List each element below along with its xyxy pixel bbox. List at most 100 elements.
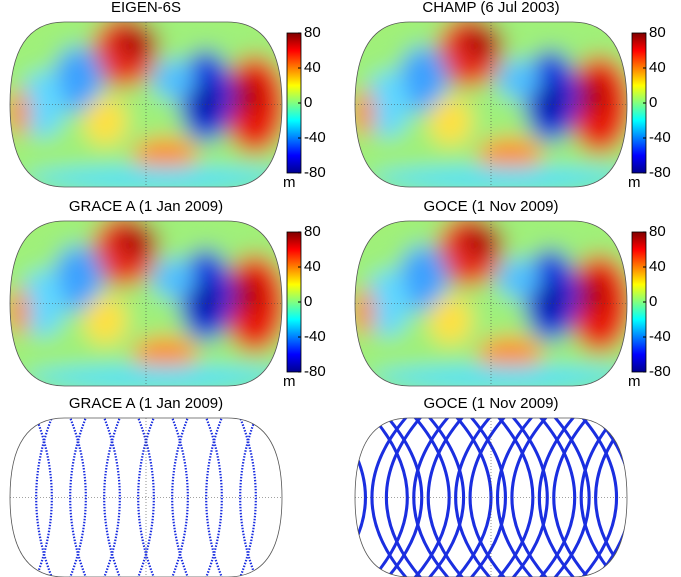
map-outline — [9, 21, 283, 188]
orbit-track — [537, 418, 576, 577]
panel-title: EIGEN-6S — [111, 0, 181, 16]
field-blob — [428, 96, 472, 146]
map-outline — [9, 417, 283, 577]
field-blob — [578, 278, 606, 312]
field-blob — [83, 295, 127, 345]
field-blob — [132, 336, 198, 370]
colorbar-unit: m — [628, 373, 641, 390]
panel-title: GOCE (1 Nov 2009) — [423, 395, 558, 412]
field — [10, 221, 282, 386]
field-blob — [398, 46, 448, 113]
panel-title: CHAMP (6 Jul 2003) — [422, 0, 559, 16]
field-blob — [368, 366, 627, 386]
colorbar-tick-label: -40 — [304, 328, 326, 345]
colorbar-tick-label: 0 — [304, 293, 312, 310]
map — [355, 22, 627, 187]
colorbar-tick-label: -80 — [304, 363, 326, 380]
panel-title: GRACE A (1 Jan 2009) — [69, 395, 223, 412]
field-blob — [53, 245, 103, 312]
field-blob — [233, 79, 261, 113]
field-blob — [151, 258, 195, 299]
panel: GRACE A (1 Jan 2009) 80 40 0 -40 -80 m — [9, 198, 326, 390]
panel: GOCE (1 Nov 2009) — [354, 395, 628, 577]
colorbar-tick-label: -40 — [649, 328, 671, 345]
panel: EIGEN-6S 80 40 0 -40 -80 m — [9, 0, 326, 191]
field-blob — [194, 81, 217, 121]
field-blob — [477, 336, 543, 370]
map-outline — [354, 220, 628, 387]
colorbar-tick-label: 80 — [649, 223, 666, 240]
field-blob — [116, 224, 160, 258]
panel: GRACE A (1 Jan 2009) — [9, 395, 283, 577]
field-blob — [20, 71, 65, 138]
field-blob — [398, 245, 448, 312]
colorbar-tick-label: 0 — [304, 94, 312, 111]
field-blob — [151, 59, 195, 100]
colorbar-unit: m — [283, 174, 296, 191]
colorbar-tick-label: -40 — [304, 129, 326, 146]
field-blob — [461, 25, 505, 59]
map — [10, 22, 282, 187]
orbit-track — [426, 418, 465, 577]
orbit-track — [370, 418, 409, 577]
panel: CHAMP (6 Jul 2003) 80 40 0 -40 -80 m — [354, 0, 671, 191]
orbit-track — [370, 418, 409, 577]
orbit-track — [594, 418, 627, 577]
orbit-track — [468, 418, 507, 577]
colorbar-tick-label: 80 — [304, 24, 321, 41]
field-blob — [10, 88, 30, 138]
field-blob — [461, 224, 505, 258]
orbit-track — [579, 418, 618, 577]
panel-title: GOCE (1 Nov 2009) — [423, 198, 558, 215]
colorbar-unit: m — [283, 373, 296, 390]
field-blob — [194, 280, 217, 321]
colorbar-tick-label: 40 — [649, 59, 666, 76]
orbit-track — [412, 418, 451, 577]
map — [355, 221, 627, 386]
field-blob — [83, 96, 127, 146]
field-blob — [365, 71, 410, 138]
field-blob — [23, 366, 282, 386]
orbit-track — [552, 418, 591, 577]
orbit-track — [510, 418, 549, 577]
colorbar-tick-label: 80 — [649, 24, 666, 41]
map — [355, 418, 627, 577]
field-blob — [132, 137, 198, 171]
colorbar-tick-label: 40 — [304, 59, 321, 76]
orbit-track — [385, 418, 423, 577]
field-blob — [20, 270, 65, 337]
colorbar-tick-label: 0 — [649, 94, 657, 111]
field-blob — [496, 59, 540, 100]
field-blob — [428, 295, 472, 345]
panel-title: GRACE A (1 Jan 2009) — [69, 198, 223, 215]
field-blob — [539, 81, 562, 121]
field-blob — [10, 287, 30, 337]
field-blob — [233, 278, 261, 312]
panel: GOCE (1 Nov 2009) 80 40 0 -40 -80 m — [354, 198, 671, 390]
colorbar-tick-label: 80 — [304, 223, 321, 240]
field-blob — [578, 79, 606, 113]
map-outline — [354, 21, 628, 188]
field-blob — [53, 46, 103, 113]
field-blob — [116, 25, 160, 59]
colorbar-tick-label: 40 — [304, 258, 321, 275]
field-blob — [23, 167, 282, 187]
orbit-track — [355, 418, 367, 577]
colorbar-tick-label: -40 — [649, 129, 671, 146]
field-blob — [496, 258, 540, 299]
field-blob — [355, 287, 375, 337]
colorbar-tick-label: 40 — [649, 258, 666, 275]
field-blob — [539, 280, 562, 321]
orbit-track — [454, 418, 493, 577]
colorbar-tick-label: -80 — [649, 164, 671, 181]
field-blob — [477, 137, 543, 171]
map-outline — [354, 417, 628, 577]
colorbar-unit: m — [628, 174, 641, 191]
map-outline — [9, 220, 283, 387]
colorbar-tick-label: -80 — [649, 363, 671, 380]
field-blob — [365, 270, 410, 337]
field-blob — [355, 88, 375, 138]
orbit-track — [496, 418, 534, 577]
colorbar-tick-label: 0 — [649, 293, 657, 310]
